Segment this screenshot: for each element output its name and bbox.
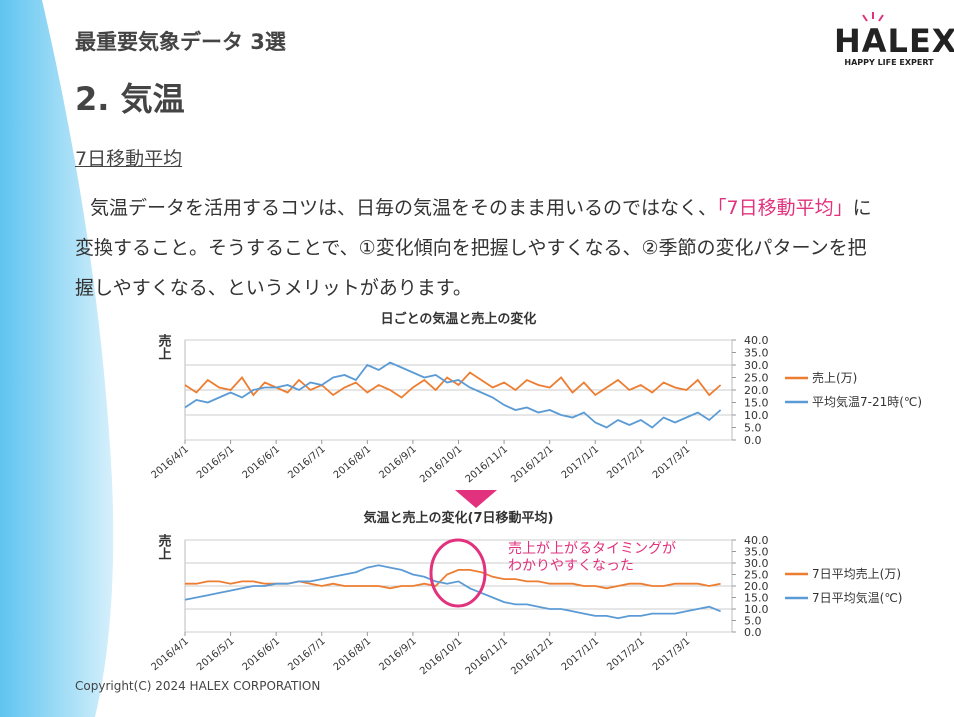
y2-tick-label: 20.0: [744, 580, 769, 593]
x-tick-label: 2016/12/1: [509, 636, 555, 677]
page-title: 2. 気温: [75, 80, 185, 118]
x-tick-label: 2016/8/1: [332, 444, 373, 481]
y2-tick-label: 25.0: [744, 372, 769, 385]
series-line: [184, 371, 722, 399]
y2-tick-label: 0.0: [744, 434, 762, 447]
x-tick-label: 2016/9/1: [377, 444, 418, 481]
x-tick-label: 2017/2/1: [605, 444, 646, 481]
logo-name: HALEX: [834, 22, 954, 60]
annotation: 売上が上がるタイミングが: [508, 541, 676, 557]
paragraph: 気温データを活用するコツは、日毎の気温をそのまま用いるのではなく、「7日移動平均…: [75, 188, 875, 308]
y2-tick-label: 35.0: [744, 546, 769, 559]
x-tick-label: 2017/1/1: [560, 636, 601, 673]
y2-tick-label: 40.0: [744, 534, 769, 547]
legend-label: 7日平均売上(万): [812, 566, 901, 581]
chart-title: 気温と売上の変化(7日移動平均): [364, 510, 554, 526]
x-tick-label: 2016/10/1: [418, 444, 464, 485]
logo: HALEX HAPPY LIFE EXPERT: [834, 22, 954, 67]
x-tick-label: 2016/11/1: [464, 444, 510, 485]
legend-label: 売上(万): [812, 370, 857, 385]
y2-tick-label: 10.0: [744, 409, 769, 422]
legend-label: 平均気温7-21時(℃): [812, 394, 922, 409]
y2-tick-label: 30.0: [744, 359, 769, 372]
y2-tick-label: 40.0: [744, 334, 769, 347]
x-tick-label: 2016/4/1: [149, 636, 190, 673]
y2-tick-label: 15.0: [744, 592, 769, 605]
side-band: [0, 0, 114, 717]
x-tick-label: 2016/6/1: [241, 444, 282, 481]
y2-tick-label: 25.0: [744, 569, 769, 582]
down-arrow: [455, 490, 497, 508]
y2-tick-label: 5.0: [744, 615, 762, 628]
series-line: [184, 361, 722, 429]
y2-tick-label: 10.0: [744, 603, 769, 616]
x-tick-label: 2016/4/1: [149, 444, 190, 481]
y2-tick-label: 15.0: [744, 397, 769, 410]
x-tick-label: 2017/2/1: [605, 636, 646, 673]
footer: Copyright(C) 2024 HALEX CORPORATION: [75, 679, 321, 693]
x-tick-label: 2016/7/1: [286, 636, 327, 673]
text: に変換すること。そうすることで、①変化傾向を把握しやすくなる、②季節の変化パター…: [75, 197, 872, 299]
x-tick-label: 2016/11/1: [464, 636, 510, 677]
y2-tick-label: 30.0: [744, 557, 769, 570]
x-tick-label: 2016/5/1: [195, 636, 236, 673]
logo-tagline: HAPPY LIFE EXPERT: [844, 58, 934, 67]
x-tick-label: 2016/5/1: [195, 444, 236, 481]
y-axis-label: 売上: [156, 333, 172, 360]
section-title: 最重要気象データ 3選: [75, 30, 286, 54]
x-tick-label: 2016/7/1: [286, 444, 327, 481]
x-tick-label: 2016/10/1: [418, 636, 464, 677]
y2-tick-label: 5.0: [744, 422, 762, 435]
y2-tick-label: 20.0: [744, 384, 769, 397]
x-tick-label: 2016/6/1: [241, 636, 282, 673]
text: 気温データを活用するコツは、日毎の気温をそのまま用いるのではなく、: [90, 197, 718, 219]
x-tick-label: 2017/1/1: [560, 444, 601, 481]
highlight: 「7日移動平均」: [717, 197, 853, 219]
y2-tick-label: 0.0: [744, 626, 762, 639]
x-tick-label: 2017/3/1: [651, 444, 692, 481]
subtitle: 7日移動平均: [75, 148, 183, 170]
chart-title: 日ごとの気温と売上の変化: [381, 311, 537, 327]
highlight-circle: [429, 538, 487, 608]
y-axis-label: 売上: [156, 533, 172, 560]
series-line: [184, 564, 721, 620]
legend-label: 7日平均気温(℃): [812, 590, 902, 605]
x-tick-label: 2016/9/1: [377, 636, 418, 673]
x-tick-label: 2016/12/1: [509, 444, 555, 485]
y2-tick-label: 35.0: [744, 347, 769, 360]
annotation: わかりやすくなった: [508, 558, 634, 574]
x-tick-label: 2017/3/1: [651, 636, 692, 673]
x-tick-label: 2016/8/1: [332, 636, 373, 673]
logo-burst: [862, 12, 884, 22]
